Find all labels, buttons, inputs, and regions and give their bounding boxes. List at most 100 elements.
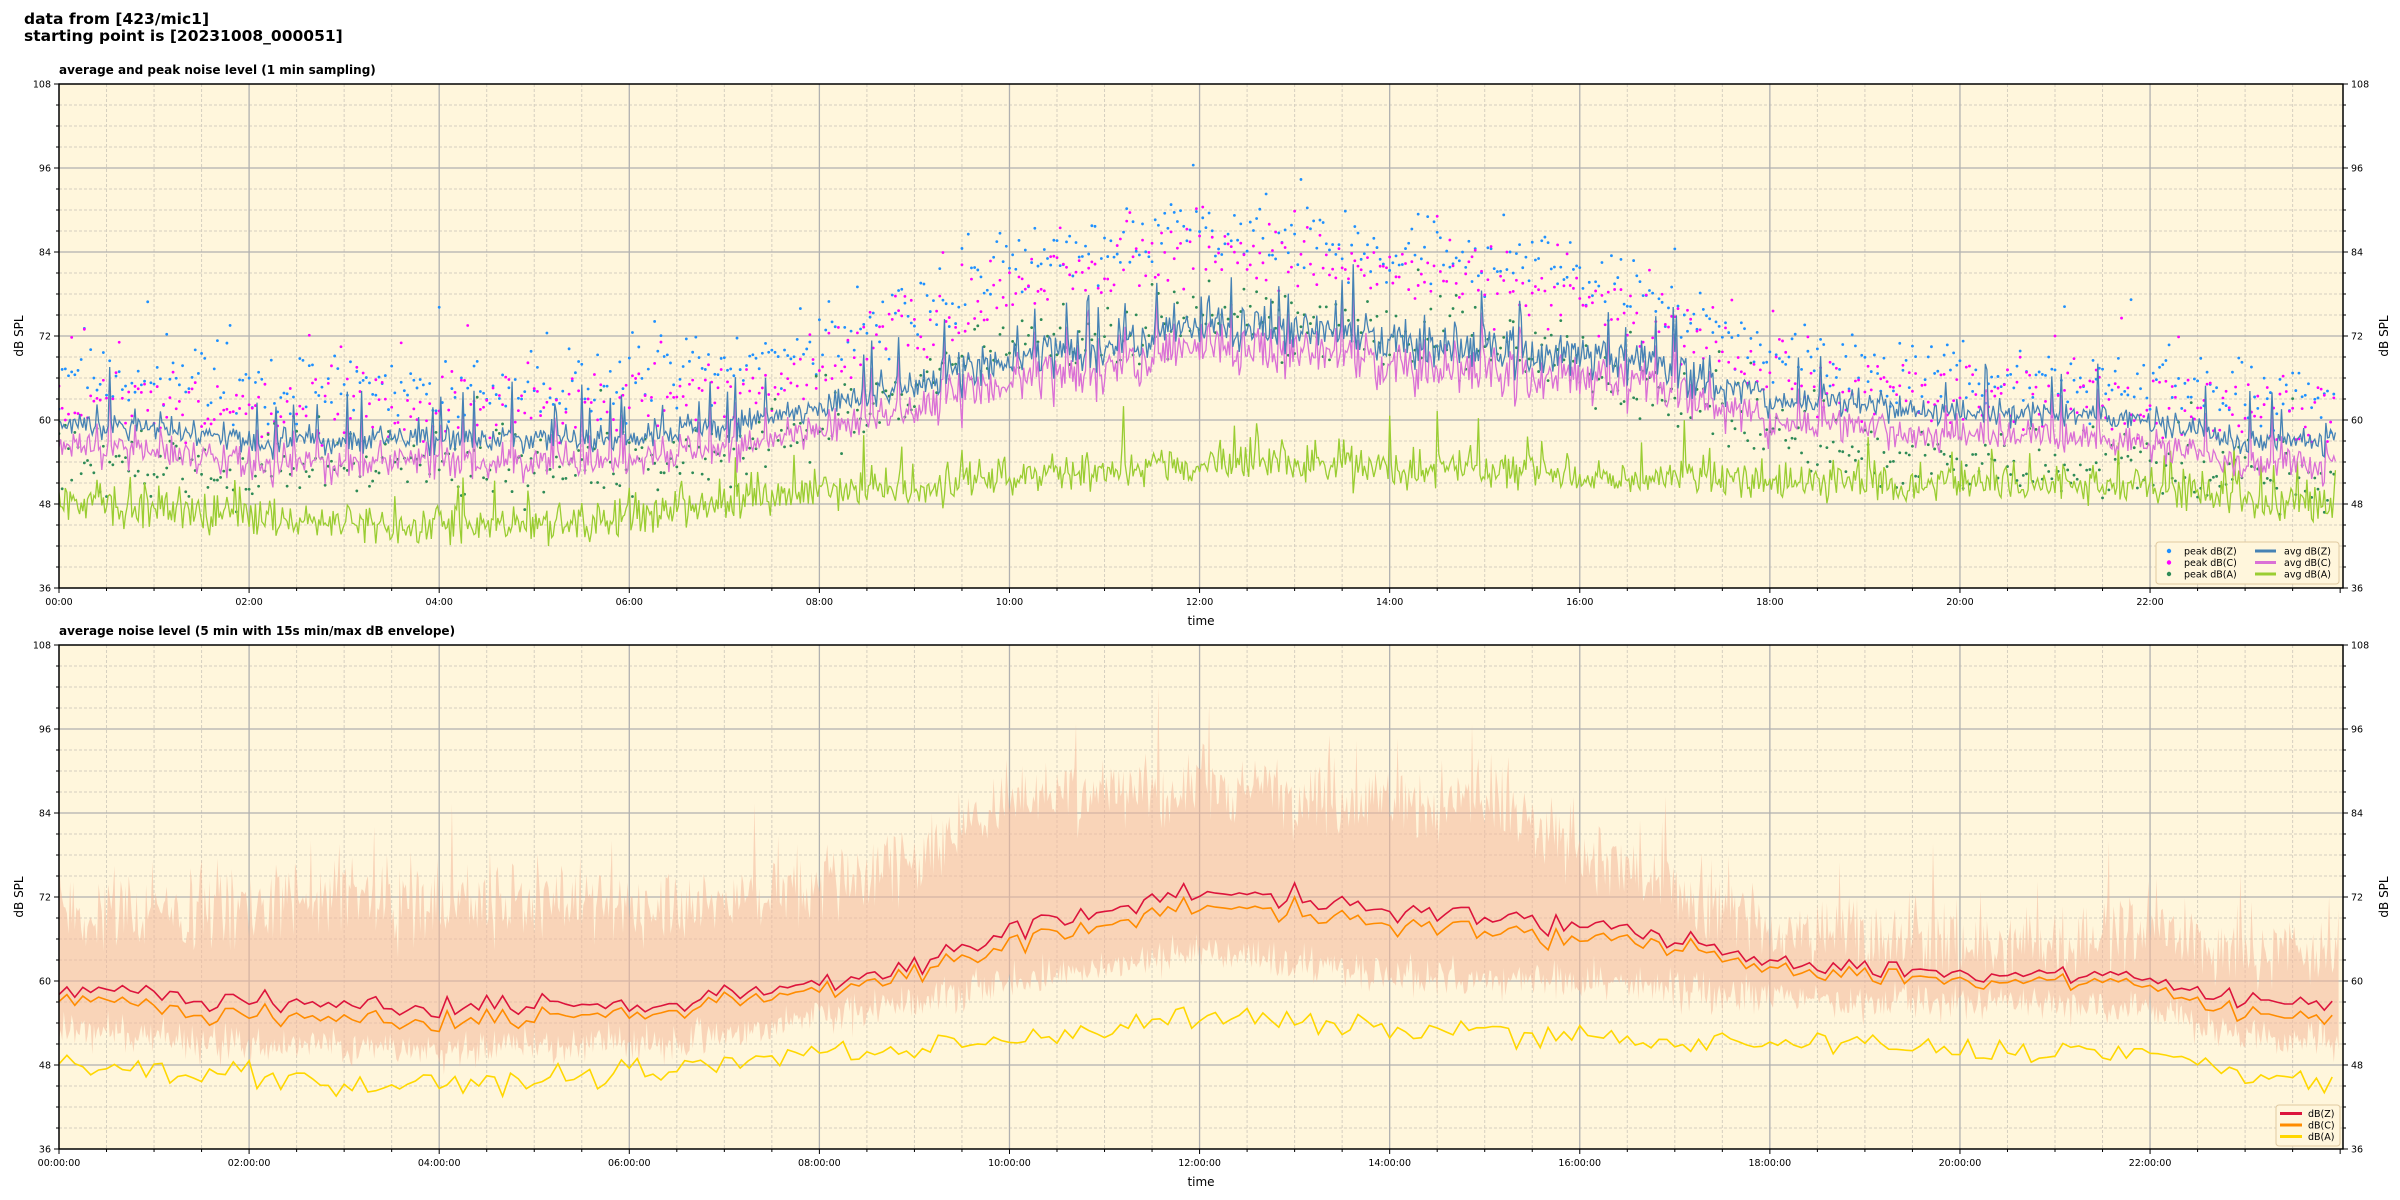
peak-z-point — [1096, 284, 1100, 288]
peak-c-point — [1559, 313, 1563, 317]
peak-c-point — [1527, 313, 1531, 317]
peak-a-point — [577, 449, 580, 452]
peak-z-point — [133, 390, 137, 394]
peak-a-point — [1080, 337, 1084, 341]
peak-a-point — [1534, 331, 1537, 335]
peak-a-point — [1223, 305, 1227, 309]
peak-z-point — [998, 231, 1002, 235]
peak-c-point — [840, 369, 843, 373]
peak-c-point — [1410, 260, 1414, 264]
peak-a-point — [162, 473, 165, 476]
peak-c-point — [1233, 250, 1236, 254]
peak-a-point — [1565, 335, 1569, 338]
figure-header: data from [423/mic1] starting point is [… — [24, 11, 343, 45]
peak-a-point — [2088, 468, 2092, 471]
peak-c-point — [1480, 269, 1483, 273]
peak-c-point — [184, 441, 188, 445]
peak-c-point — [390, 405, 394, 409]
peak-c-point — [146, 408, 150, 412]
peak-a-point — [1461, 310, 1464, 314]
peak-z-point — [738, 368, 742, 371]
peak-c-point — [1280, 241, 1284, 245]
peak-c-point — [1622, 311, 1626, 315]
peak-z-point — [859, 327, 862, 331]
peak-c-point — [523, 411, 527, 415]
peak-z-point — [1486, 246, 1490, 250]
peak-z-point — [1397, 263, 1401, 267]
peak-a-point — [133, 474, 137, 478]
peak-z-point — [1191, 163, 1195, 167]
peak-c-point — [92, 399, 96, 403]
peak-z-point — [1372, 236, 1376, 240]
x-tick-label: 18:00 — [1756, 597, 1783, 608]
x-axis-label: time — [1187, 614, 1214, 628]
peak-z-point — [688, 359, 691, 363]
data-layer — [59, 163, 2337, 547]
peak-z-point — [637, 345, 641, 349]
peak-z-point — [95, 388, 99, 392]
peak-z-point — [2110, 388, 2114, 392]
x-tick-label: 06:00:00 — [608, 1158, 651, 1169]
peak-a-point — [678, 472, 682, 475]
peak-a-point — [288, 472, 292, 476]
peak-a-point — [1923, 453, 1927, 457]
peak-z-point — [1800, 367, 1803, 371]
peak-z-point — [865, 331, 869, 335]
peak-z-point — [1172, 210, 1176, 214]
peak-c-point — [1800, 384, 1803, 388]
peak-z-point — [1812, 369, 1816, 373]
peak-z-point — [1920, 395, 1924, 398]
peak-c-point — [1996, 386, 2000, 390]
peak-a-point — [497, 432, 501, 435]
peak-z-point — [583, 397, 587, 401]
peak-z-point — [1223, 242, 1227, 246]
peak-z-point — [1692, 312, 1696, 316]
peak-c-point — [1153, 275, 1157, 279]
peak-c-point — [1765, 385, 1769, 389]
peak-c-point — [529, 416, 533, 420]
peak-c-point — [789, 381, 793, 385]
peak-a-point — [1499, 346, 1502, 350]
peak-z-point — [1698, 291, 1702, 295]
peak-z-point — [1923, 378, 1927, 382]
peak-z-point — [1901, 368, 1905, 372]
peak-c-point — [2164, 379, 2168, 383]
peak-a-point — [1847, 453, 1851, 457]
peak-z-point — [767, 350, 771, 354]
peak-c-point — [114, 371, 118, 375]
peak-c-point — [1356, 264, 1360, 268]
peak-z-point — [1518, 243, 1521, 247]
peak-a-point — [1800, 451, 1803, 455]
peak-c-point — [1226, 242, 1230, 246]
peak-z-point — [1739, 321, 1743, 325]
peak-c-point — [1312, 273, 1316, 276]
peak-a-point — [330, 459, 333, 463]
peak-z-point — [574, 371, 577, 375]
peak-c-point — [1879, 377, 1883, 381]
peak-c-point — [2332, 396, 2336, 400]
peak-c-point — [320, 444, 324, 447]
peak-a-point — [1061, 302, 1065, 306]
peak-c-point — [257, 395, 261, 399]
peak-c-point — [897, 309, 900, 312]
peak-z-point — [650, 399, 653, 402]
peak-z-point — [1622, 302, 1626, 306]
peak-z-point — [1318, 218, 1322, 222]
peak-z-point — [821, 353, 824, 357]
peak-c-point — [2094, 368, 2098, 372]
peak-c-point — [564, 410, 568, 414]
peak-z-point — [1036, 264, 1040, 268]
peak-z-point — [1736, 334, 1740, 337]
peak-c-point — [881, 325, 885, 328]
peak-z-point — [1359, 257, 1363, 261]
peak-a-point — [1305, 331, 1309, 335]
peak-a-point — [656, 488, 660, 492]
peak-z-point — [79, 358, 83, 361]
peak-z-point — [1042, 248, 1046, 251]
peak-z-point — [1464, 266, 1468, 269]
peak-c-point — [1781, 339, 1784, 343]
peak-c-point — [1077, 259, 1081, 263]
peak-c-point — [1296, 284, 1300, 288]
peak-c-point — [1347, 277, 1350, 281]
peak-c-point — [1128, 211, 1132, 214]
